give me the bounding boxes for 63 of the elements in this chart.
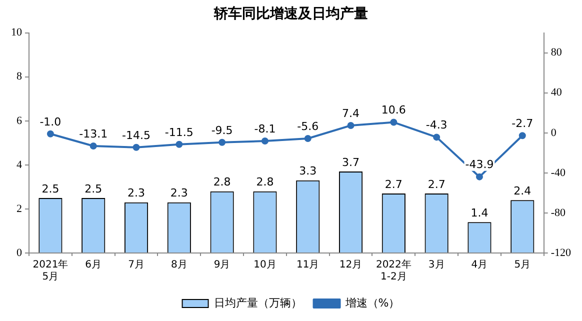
x-tick-label: 6月 bbox=[85, 260, 102, 271]
point bbox=[176, 140, 183, 148]
data-label: -13.1 bbox=[79, 127, 108, 140]
x-tick-label: 10月 bbox=[254, 260, 276, 271]
data-label: -1.0 bbox=[40, 115, 62, 128]
point bbox=[46, 130, 54, 138]
data-label: 3.7 bbox=[342, 156, 360, 169]
data-label: 2.7 bbox=[428, 178, 446, 191]
x-tick-label: 5月 bbox=[514, 260, 531, 271]
x-tick-label: 11月 bbox=[296, 260, 320, 271]
y2-tick-label: 0 bbox=[550, 126, 557, 139]
x-tick-label: 2021年 5月 bbox=[32, 258, 68, 283]
data-label: 1.4 bbox=[470, 206, 488, 220]
data-label: 2.5 bbox=[42, 182, 60, 196]
point bbox=[347, 122, 354, 129]
point bbox=[218, 138, 226, 146]
data-label: 7.4 bbox=[342, 106, 360, 120]
point bbox=[90, 142, 97, 150]
y2-tick-label: 40 bbox=[550, 86, 562, 99]
y2-tick-label: 80 bbox=[550, 46, 562, 59]
point bbox=[518, 132, 526, 140]
data-label: -2.7 bbox=[512, 116, 534, 130]
y2-tick-label: -80 bbox=[550, 206, 566, 219]
x-tick-label: 3月 bbox=[428, 260, 445, 271]
point bbox=[390, 118, 398, 126]
data-label: -5.6 bbox=[297, 120, 319, 133]
y-tick-label: 4 bbox=[16, 158, 22, 171]
chart-title: 轿车同比增速及日均产量 bbox=[213, 5, 368, 22]
point bbox=[304, 134, 312, 142]
y2-tick-label: -40 bbox=[550, 166, 566, 179]
data-label: 2.5 bbox=[84, 182, 102, 196]
x-tick-label: 4月 bbox=[471, 260, 488, 271]
data-label: -8.1 bbox=[254, 122, 276, 136]
data-label: -43.9 bbox=[465, 158, 494, 172]
y2-tick-label: -120 bbox=[550, 246, 572, 259]
data-label: 3.3 bbox=[299, 164, 317, 178]
data-label: -4.3 bbox=[426, 118, 448, 132]
x-tick-label: 9月 bbox=[214, 260, 230, 271]
data-label: 2.4 bbox=[514, 184, 532, 198]
legend-label: 日均产量（万辆） bbox=[214, 296, 302, 310]
y-tick-label: 0 bbox=[16, 246, 22, 259]
x-tick-label: 7月 bbox=[128, 260, 144, 271]
point bbox=[132, 144, 140, 151]
y-tick-label: 6 bbox=[16, 114, 22, 127]
data-label: -9.5 bbox=[211, 124, 233, 137]
data-label: 2.8 bbox=[256, 176, 274, 189]
x-tick-label: 8月 bbox=[170, 260, 188, 271]
data-label: 2.7 bbox=[384, 178, 402, 191]
data-label: -14.5 bbox=[122, 128, 150, 142]
y-tick-label: 8 bbox=[16, 70, 22, 83]
y-tick-label: 2 bbox=[16, 202, 22, 215]
x-tick-label: 12月 bbox=[339, 260, 362, 271]
point bbox=[261, 138, 268, 144]
data-label: 2.3 bbox=[128, 186, 146, 200]
point bbox=[433, 134, 440, 141]
x-tick-label: 2022年 1-2月 bbox=[376, 258, 412, 283]
data-label: 2.3 bbox=[170, 186, 188, 200]
y-tick-label: 10 bbox=[11, 26, 22, 39]
data-label: 10.6 bbox=[381, 104, 406, 117]
data-label: 2.8 bbox=[213, 176, 231, 189]
point bbox=[476, 173, 483, 180]
data-label: -11.5 bbox=[164, 126, 194, 139]
legend-label: 增速（%） bbox=[344, 296, 400, 310]
